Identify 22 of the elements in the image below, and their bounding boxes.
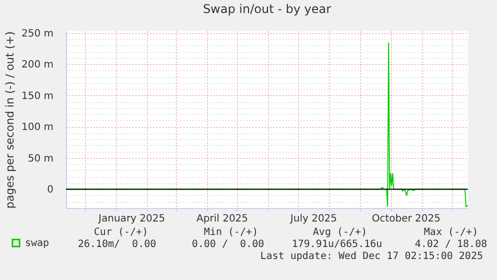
text: 179.91u/665.16u	[292, 239, 382, 250]
text: Last update: Wed Dec 17 02:15:00 2025	[260, 251, 483, 262]
text: Max (-/+)	[424, 227, 478, 238]
y-tick-label: 150 m	[21, 90, 54, 102]
text: 26.10m/ 0.00	[78, 239, 156, 250]
x-tick-label: April 2025	[196, 214, 248, 224]
y-tick-label: 50 m	[28, 153, 54, 164]
x-tick-label: July 2025	[289, 214, 338, 224]
text: Avg (-/+)	[312, 227, 368, 238]
y-tick-label: 200 m	[21, 60, 54, 71]
y-tick-label: 250 m	[21, 28, 54, 40]
text: Min (-/+)	[204, 227, 258, 238]
text: Cur (-/+)	[94, 227, 148, 238]
x-tick-label: October 2025	[372, 214, 441, 224]
y-axis-title: pages per second in (-) / out (+)	[3, 31, 16, 209]
text: 0.00 / 0.00	[192, 239, 264, 250]
y-tick-label: 0	[47, 184, 54, 196]
x-tick-label: January 2025	[98, 214, 166, 224]
text: 4.02 / 18.08	[414, 239, 488, 250]
y-tick-label: 100 m	[21, 122, 54, 134]
legend-label: swap	[25, 238, 50, 249]
chart-title: Swap in/out - by year	[202, 2, 332, 16]
